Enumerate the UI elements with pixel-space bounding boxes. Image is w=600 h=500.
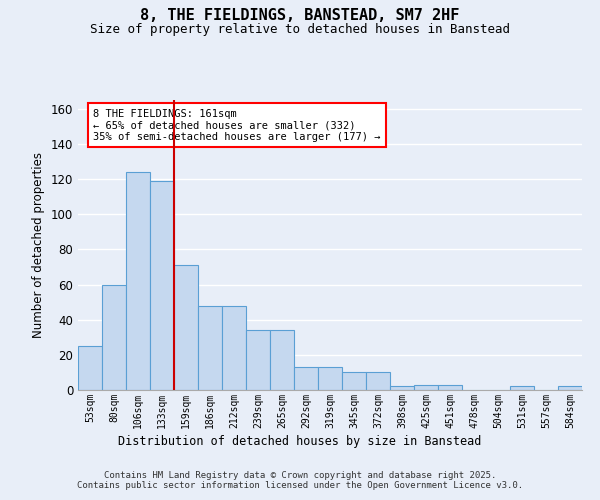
Bar: [414, 384, 438, 390]
Text: 8, THE FIELDINGS, BANSTEAD, SM7 2HF: 8, THE FIELDINGS, BANSTEAD, SM7 2HF: [140, 8, 460, 22]
Bar: [366, 372, 390, 390]
Bar: [294, 367, 318, 390]
Bar: [318, 367, 342, 390]
Y-axis label: Number of detached properties: Number of detached properties: [32, 152, 45, 338]
Bar: [510, 386, 534, 390]
Bar: [198, 306, 222, 390]
Bar: [222, 306, 246, 390]
Bar: [174, 265, 198, 390]
Bar: [342, 372, 366, 390]
Bar: [102, 284, 126, 390]
Bar: [390, 386, 414, 390]
Text: Size of property relative to detached houses in Banstead: Size of property relative to detached ho…: [90, 22, 510, 36]
Text: Contains HM Land Registry data © Crown copyright and database right 2025.
Contai: Contains HM Land Registry data © Crown c…: [77, 470, 523, 490]
Text: Distribution of detached houses by size in Banstead: Distribution of detached houses by size …: [118, 435, 482, 448]
Bar: [78, 346, 102, 390]
Bar: [246, 330, 270, 390]
Bar: [438, 384, 462, 390]
Bar: [558, 386, 582, 390]
Bar: [126, 172, 150, 390]
Bar: [270, 330, 294, 390]
Bar: [150, 181, 174, 390]
Text: 8 THE FIELDINGS: 161sqm
← 65% of detached houses are smaller (332)
35% of semi-d: 8 THE FIELDINGS: 161sqm ← 65% of detache…: [93, 108, 380, 142]
